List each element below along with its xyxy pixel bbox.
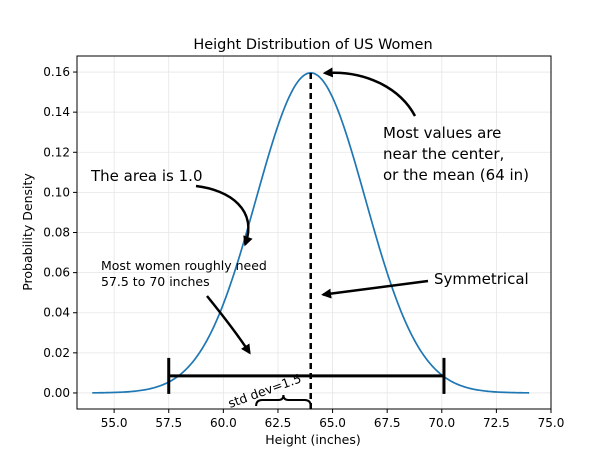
annotation-symmetrical-arrow <box>321 279 429 299</box>
y-tick-label: 0.04 <box>43 306 70 320</box>
annotation-range: Most women roughly need 57.5 to 70 inche… <box>101 258 271 289</box>
annotation-center-line-1: Most values are <box>383 124 501 142</box>
y-tick-label: 0.10 <box>43 185 70 199</box>
x-tick-label: 67.5 <box>374 416 401 430</box>
y-axis-ticks: 0.00 0.02 0.04 0.06 0.08 0.10 0.12 0.14 0.16 <box>43 65 77 400</box>
chart-title: Height Distribution of US Women <box>193 37 432 53</box>
range-bar <box>167 357 446 394</box>
x-tick-label: 60.0 <box>210 416 237 430</box>
y-tick-label: 0.16 <box>43 65 70 79</box>
grid <box>77 56 552 409</box>
y-axis-label: Probability Density <box>20 173 35 291</box>
x-tick-label: 75.0 <box>538 416 565 430</box>
density-curve <box>92 72 530 394</box>
y-tick-label: 0.14 <box>43 105 70 119</box>
annotation-area-arrow <box>195 184 253 247</box>
annotation-range-arrow <box>206 295 251 355</box>
y-tick-label: 0.12 <box>43 145 70 159</box>
y-tick-label: 0.06 <box>43 266 70 280</box>
x-axis-label: Height (inches) <box>265 432 360 447</box>
annotation-symmetrical: Symmetrical <box>434 270 529 288</box>
annotation-center-line-2: near the center, <box>383 145 504 163</box>
annotation-area: The area is 1.0 <box>90 167 203 185</box>
y-tick-label: 0.00 <box>43 386 70 400</box>
x-tick-label: 72.5 <box>483 416 510 430</box>
annotation-range-line-2: 57.5 to 70 inches <box>101 274 210 289</box>
std-dev-brace <box>255 394 312 407</box>
annotation-range-line-1: Most women roughly need <box>101 258 267 273</box>
x-axis-ticks: 55.0 57.5 60.0 62.5 65.0 67.5 70.0 72.5 75.0 <box>101 409 565 430</box>
annotation-center: Most values are near the center, or the … <box>383 124 529 184</box>
plot-frame <box>76 55 552 410</box>
annotation-center-line-3: or the mean (64 in) <box>383 166 529 184</box>
x-tick-label: 55.0 <box>101 416 128 430</box>
x-tick-label: 70.0 <box>428 416 455 430</box>
x-tick-label: 62.5 <box>265 416 292 430</box>
x-tick-label: 65.0 <box>319 416 346 430</box>
y-tick-label: 0.02 <box>43 346 70 360</box>
y-tick-label: 0.08 <box>43 226 70 240</box>
annotation-center-arrow <box>322 67 417 117</box>
x-tick-label: 57.5 <box>155 416 182 430</box>
